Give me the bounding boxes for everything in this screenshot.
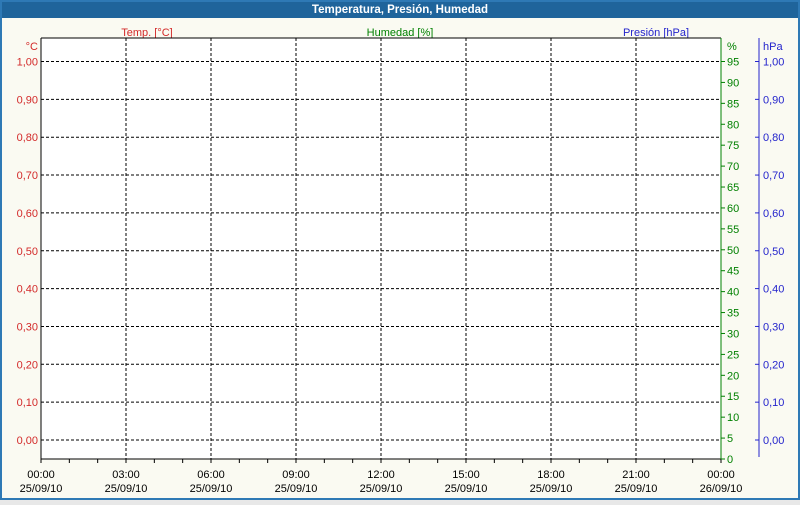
humidity-tick-label: 25 <box>727 349 739 361</box>
gridlines-layer <box>40 38 722 459</box>
humidity-tick-label: 0 <box>727 454 733 466</box>
x-tick-time-label: 06:00 <box>197 469 225 481</box>
x-tick-time-label: 00:00 <box>707 469 735 481</box>
humidity-tick-label: 90 <box>727 77 739 89</box>
humidity-tick-label: 95 <box>727 57 739 69</box>
humidity-tick-label: 80 <box>727 119 739 131</box>
x-tick-date-label: 26/09/10 <box>700 483 743 495</box>
humidity-tick-label: 75 <box>727 140 739 152</box>
humidity-tick-label: 85 <box>727 98 739 110</box>
pressure-tick-label: 1,00 <box>763 57 784 69</box>
x-tick-date-label: 25/09/10 <box>530 483 573 495</box>
pressure-tick-label: 0,20 <box>763 359 784 371</box>
x-tick-time-label: 00:00 <box>27 469 55 481</box>
window-title: Temperatura, Presión, Humedad <box>312 4 488 16</box>
temp-tick-label: 0,10 <box>17 397 38 409</box>
humidity-tick-label: 45 <box>727 266 739 278</box>
x-tick-time-label: 12:00 <box>367 469 395 481</box>
x-tick-date-label: 25/09/10 <box>615 483 658 495</box>
temp-tick-label: 0,00 <box>17 435 38 447</box>
pressure-tick-label: 0,40 <box>763 284 784 296</box>
humidity-tick-label: 65 <box>727 182 739 194</box>
x-tick-date-label: 25/09/10 <box>20 483 63 495</box>
legend-temp-label: Temp. [°C] <box>121 27 172 39</box>
temp-tick-label: 0,90 <box>17 94 38 106</box>
humidity-tick-label: 10 <box>727 412 739 424</box>
pressure-tick-label: 0,70 <box>763 170 784 182</box>
x-tick-date-label: 25/09/10 <box>275 483 318 495</box>
x-tick-date-label: 25/09/10 <box>445 483 488 495</box>
humidity-tick-label: 30 <box>727 328 739 340</box>
tick-labels-layer: 1,00 0,90 0,80 0,70 0,60 0,50 0,40 0,30 0,20 0,10… <box>17 57 785 496</box>
x-tick-date-label: 25/09/10 <box>105 483 148 495</box>
humidity-tick-label: 55 <box>727 224 739 236</box>
temp-tick-label: 0,20 <box>17 359 38 371</box>
humidity-tick-label: 60 <box>727 203 739 215</box>
pressure-tick-label: 0,00 <box>763 435 784 447</box>
pressure-axis-unit: hPa <box>763 41 783 53</box>
temp-axis-unit: °C <box>26 41 38 53</box>
temp-tick-label: 0,70 <box>17 170 38 182</box>
pressure-tick-label: 0,80 <box>763 132 784 144</box>
temp-tick-label: 1,00 <box>17 57 38 69</box>
humidity-tick-label: 5 <box>727 433 733 445</box>
pressure-tick-label: 0,50 <box>763 246 784 258</box>
pressure-tick-label: 0,90 <box>763 94 784 106</box>
pressure-tick-label: 0,10 <box>763 397 784 409</box>
humidity-axis-unit: % <box>727 41 737 53</box>
humidity-tick-label: 35 <box>727 308 739 320</box>
temp-tick-label: 0,80 <box>17 132 38 144</box>
x-tick-time-label: 03:00 <box>112 469 140 481</box>
x-tick-date-label: 25/09/10 <box>360 483 403 495</box>
temp-tick-label: 0,30 <box>17 321 38 333</box>
temp-tick-label: 0,40 <box>17 284 38 296</box>
x-tick-date-label: 25/09/10 <box>190 483 233 495</box>
legend-humidity-label: Humedad [%] <box>367 27 434 39</box>
humidity-tick-label: 50 <box>727 245 739 257</box>
pressure-tick-label: 0,60 <box>763 208 784 220</box>
window-titlebar <box>0 0 800 18</box>
axes-layer <box>40 37 760 463</box>
pressure-tick-label: 0,30 <box>763 321 784 333</box>
legend-pressure-label: Presión [hPa] <box>623 27 689 39</box>
humidity-tick-label: 70 <box>727 161 739 173</box>
temp-tick-label: 0,60 <box>17 208 38 220</box>
humidity-tick-label: 40 <box>727 287 739 299</box>
x-tick-time-label: 15:00 <box>452 469 480 481</box>
humidity-tick-label: 20 <box>727 370 739 382</box>
x-tick-time-label: 21:00 <box>622 469 650 481</box>
x-tick-time-label: 09:00 <box>282 469 310 481</box>
humidity-tick-label: 15 <box>727 391 739 403</box>
x-tick-time-label: 18:00 <box>537 469 565 481</box>
temp-tick-label: 0,50 <box>17 246 38 258</box>
